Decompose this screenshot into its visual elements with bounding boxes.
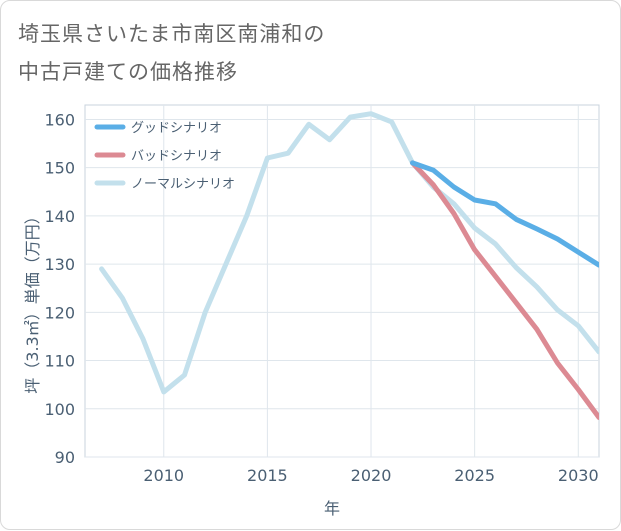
series-lines	[99, 111, 599, 420]
legend-label-bad: バッドシナリオ	[131, 149, 222, 164]
y-tick-130: 130	[44, 255, 75, 274]
y-tick-120: 120	[44, 303, 75, 322]
chart-title-line-1: 埼玉県さいたま市南区南浦和の	[18, 22, 326, 46]
y-tick-140: 140	[44, 207, 75, 226]
y-tick-labels: 90 100 110 120 130 140 150 160	[44, 110, 75, 467]
x-tick-2030: 2030	[558, 466, 599, 485]
plot-area	[84, 104, 600, 458]
x-tick-2015: 2015	[247, 466, 288, 485]
x-tick-2010: 2010	[143, 466, 184, 485]
y-tick-160: 160	[44, 110, 75, 129]
x-tick-2020: 2020	[351, 466, 392, 485]
y-axis-label: 坪（3.3㎡）単価（万円）	[23, 208, 42, 393]
chart-title: 埼玉県さいたま市南区南浦和の 中古戸建ての価格推移	[18, 15, 578, 91]
series-line-normal	[99, 111, 599, 395]
x-tick-2025: 2025	[454, 466, 495, 485]
y-tick-150: 150	[44, 159, 75, 178]
gridlines	[85, 105, 599, 458]
x-axis-label: 年	[324, 499, 340, 518]
y-tick-100: 100	[44, 400, 75, 419]
y-tick-110: 110	[44, 352, 75, 371]
chart-title-line-2: 中古戸建ての価格推移	[18, 60, 238, 84]
legend-label-normal: ノーマルシナリオ	[131, 177, 235, 192]
legend-label-good: グッドシナリオ	[131, 121, 222, 136]
x-tick-labels: 2010 2015 2020 2025 2030	[143, 466, 598, 485]
y-tick-90: 90	[55, 448, 75, 467]
series-line-good	[410, 160, 599, 268]
series-line-bad	[410, 160, 599, 420]
